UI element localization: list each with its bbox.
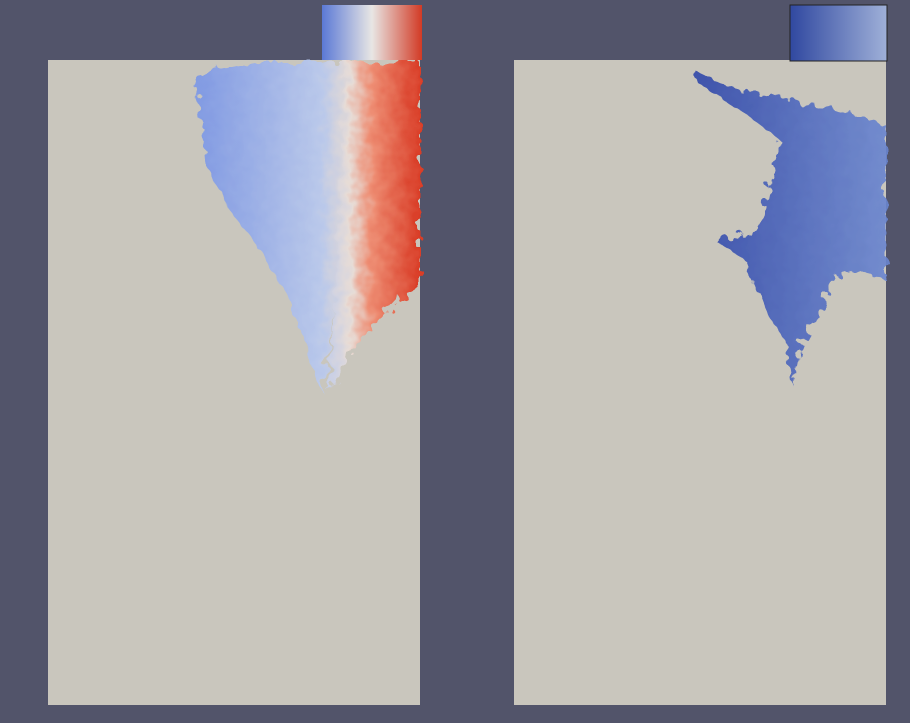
right-field: [695, 70, 886, 385]
left-field: [195, 62, 420, 392]
right-color-legend: [789, 4, 888, 62]
left-color-legend: [322, 5, 422, 60]
